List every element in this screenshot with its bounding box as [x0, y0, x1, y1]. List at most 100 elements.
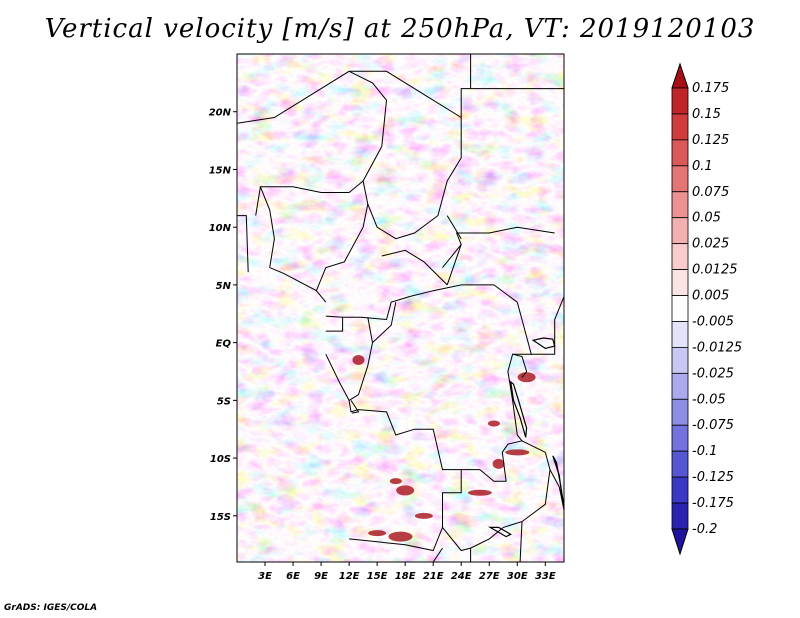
colorbar-segment-17	[671, 502, 689, 530]
border-line-13	[446, 226, 555, 286]
grads-credit: GrADS: IGES/COLA	[4, 603, 98, 613]
updraft-cell-10	[414, 512, 433, 519]
colorbar-segment-6	[671, 217, 689, 245]
colorbar-label-11: -0.025	[692, 366, 734, 381]
lat-tick-label-2: 10N	[209, 223, 232, 234]
colorbar-label-5: 0.05	[692, 211, 721, 226]
border-line-27	[512, 353, 528, 378]
updraft-cell-0	[389, 478, 402, 485]
map-title: Vertical velocity [m/s] at 250hPa, VT: 2…	[44, 14, 756, 44]
lon-tick-label-8: 27E	[479, 571, 500, 582]
map-area: 3E 6E 9E 12E 15E 18E 21E 24E 27E 30E 33E 20N 15N 10N…	[209, 53, 565, 582]
colorbar-label-10: -0.0125	[692, 340, 742, 355]
vertical-velocity-field	[237, 54, 564, 562]
colorbar-segment-11	[671, 347, 689, 374]
colorbar-label-3: 0.1	[692, 159, 713, 174]
lat-tick-label-6: 10S	[210, 454, 231, 465]
colorbar-segment-14	[671, 424, 689, 452]
colorbar-label-0: 0.175	[692, 81, 729, 96]
colorbar-segment-3	[671, 139, 689, 167]
lon-tick-label-6: 21E	[423, 571, 444, 582]
colorbar-bottom-arrow	[671, 528, 689, 556]
border-line-10	[315, 204, 369, 291]
border-line-18	[348, 400, 462, 552]
lat-tick-label-5: 5S	[217, 396, 231, 407]
colorbar-label-17: -0.2	[692, 522, 717, 537]
border-line-22	[442, 469, 551, 552]
lat-tick-label-0: 20N	[209, 108, 232, 119]
colorbar-label-16: -0.175	[692, 496, 734, 511]
colorbar-label-15: -0.125	[692, 470, 734, 485]
lon-tick-label-7: 24E	[451, 571, 472, 582]
updraft-cell-3	[492, 458, 505, 469]
intense-cells	[352, 354, 536, 542]
colorbar-segment-4	[671, 165, 689, 193]
updraft-cell-5	[388, 531, 413, 542]
colorbar-segment-7	[671, 243, 689, 270]
lat-tick-label-4: EQ	[216, 339, 232, 350]
updraft-cell-6	[487, 420, 500, 427]
border-line-1	[348, 70, 471, 240]
colorbar-label-9: -0.005	[692, 314, 734, 329]
border-line-20	[507, 302, 551, 470]
border-line-16	[325, 302, 397, 402]
border-line-19	[350, 400, 360, 414]
lon-tick-label-4: 15E	[367, 571, 388, 582]
border-line-11	[325, 284, 518, 321]
colorbar-label-2: 0.125	[692, 133, 729, 148]
border-line-9	[269, 267, 327, 303]
colorbar-segment-15	[671, 450, 689, 478]
lake-outline-3	[487, 526, 512, 538]
colorbar-label-14: -0.1	[692, 444, 717, 459]
updraft-cell-9	[352, 354, 365, 365]
colorbar-segment-2	[671, 113, 689, 141]
lake-outline-1	[552, 455, 564, 507]
map-frame	[236, 53, 565, 563]
colorbar-segment-13	[671, 398, 689, 426]
colorbar-label-1: 0.15	[692, 107, 721, 122]
colorbar-segment-8	[671, 269, 689, 296]
border-line-12	[381, 249, 448, 286]
border-line-17	[367, 317, 373, 343]
colorbar-segment-10	[671, 321, 689, 348]
lon-tick-label-3: 12E	[339, 571, 360, 582]
country-borders	[237, 54, 564, 562]
border-line-29	[442, 244, 462, 268]
colorbar-segment-12	[671, 372, 689, 400]
border-line-0	[237, 70, 387, 124]
border-line-2	[386, 70, 462, 118]
border-line-6	[255, 186, 261, 216]
lat-tick-label-3: 5N	[216, 281, 232, 292]
colorbar-label-8: 0.005	[692, 289, 729, 304]
border-line-5	[259, 180, 364, 268]
lon-tick-label-10: 33E	[535, 571, 556, 582]
updraft-cell-7	[517, 372, 536, 383]
colorbar-segment-9	[671, 295, 689, 322]
lon-tick-label-1: 6E	[286, 571, 300, 582]
updraft-cell-1	[396, 485, 415, 496]
colorbar: 0.175 0.15 0.125 0.1 0.075 0.05 0.025 0.0125 0.0…	[671, 62, 742, 556]
updraft-cell-8	[505, 449, 530, 456]
lat-tick-label-7: 15S	[210, 512, 231, 523]
lon-tick-label-5: 18E	[395, 571, 416, 582]
border-line-15	[325, 317, 344, 332]
colorbar-label-13: -0.075	[692, 418, 734, 433]
colorbar-segment-16	[671, 476, 689, 504]
border-line-26	[531, 296, 564, 355]
border-line-23	[432, 547, 443, 562]
lon-tick-label-0: 3E	[258, 571, 272, 582]
lake-outline-0	[509, 380, 528, 438]
longitude-axis: 3E 6E 9E 12E 15E 18E 21E 24E 27E 30E 33E	[258, 562, 556, 582]
updraft-cell-4	[368, 530, 387, 537]
colorbar-label-12: -0.05	[692, 392, 726, 407]
colorbar-segment-5	[671, 191, 689, 219]
border-line-14	[446, 215, 462, 239]
border-line-7	[237, 215, 249, 273]
colorbar-label-4: 0.075	[692, 185, 729, 200]
updraft-cell-2	[467, 489, 492, 496]
border-line-21	[461, 440, 523, 482]
lon-tick-label-9: 30E	[507, 571, 528, 582]
colorbar-segment-1	[671, 87, 689, 115]
lon-tick-label-2: 9E	[314, 571, 328, 582]
